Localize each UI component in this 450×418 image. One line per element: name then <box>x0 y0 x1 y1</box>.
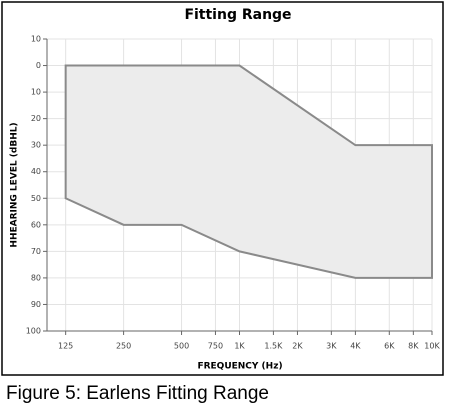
y-tick-label: 30 <box>31 141 41 150</box>
x-axis-label: FREQUENCY (Hz) <box>197 362 282 372</box>
x-tick-label: 6K <box>384 342 395 351</box>
x-tick-label: 10K <box>424 342 440 351</box>
y-tick-label: 100 <box>26 327 41 336</box>
x-tick-label: 125 <box>58 342 73 351</box>
x-tick-label: 1K <box>234 342 245 351</box>
x-tick-label: 8K <box>408 342 419 351</box>
caption: Figure 5: Earlens Fitting Range <box>6 383 269 404</box>
x-tick-label: 500 <box>174 342 189 351</box>
chart-title: Fitting Range <box>184 7 291 23</box>
y-tick-label: 20 <box>31 114 41 123</box>
x-tick-label: 250 <box>116 342 131 351</box>
y-tick-label: 80 <box>31 273 41 282</box>
y-tick-label: 10 <box>31 35 41 44</box>
y-axis-label: HHEARING LEVEL (dBHL) <box>10 122 20 247</box>
y-tick-label: 0 <box>36 61 41 70</box>
y-tick-label: 90 <box>31 300 41 309</box>
x-tick-label: 1.5K <box>264 342 283 351</box>
y-tick-label: 60 <box>31 220 41 229</box>
x-tick-label: 750 <box>208 342 223 351</box>
y-tick-label: 50 <box>31 194 41 203</box>
x-tick-label: 3K <box>326 342 337 351</box>
y-tick-label: 40 <box>31 167 41 176</box>
x-tick-label: 2K <box>292 342 303 351</box>
y-tick-label: 70 <box>31 247 41 256</box>
frame <box>1 1 444 376</box>
fitting-range-area <box>64 64 433 279</box>
y-tick-label: 10 <box>31 88 41 97</box>
x-tick-label: 4K <box>350 342 361 351</box>
